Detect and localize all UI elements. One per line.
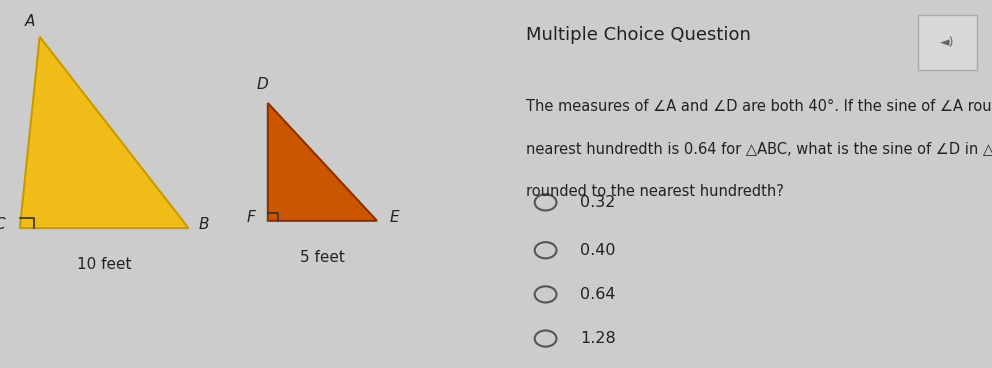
Text: rounded to the nearest hundredth?: rounded to the nearest hundredth? [526, 184, 784, 199]
Text: 10 feet: 10 feet [77, 258, 131, 272]
Text: D: D [257, 77, 269, 92]
Text: C: C [0, 217, 5, 232]
Text: B: B [198, 217, 209, 232]
Text: 0.40: 0.40 [580, 243, 616, 258]
Text: A: A [25, 14, 35, 29]
Text: 0.64: 0.64 [580, 287, 616, 302]
Text: F: F [247, 210, 256, 224]
Text: E: E [389, 210, 399, 224]
Text: 0.32: 0.32 [580, 195, 616, 210]
Text: 1.28: 1.28 [580, 331, 616, 346]
FancyBboxPatch shape [918, 15, 977, 70]
Polygon shape [20, 37, 188, 228]
Text: 5 feet: 5 feet [300, 250, 345, 265]
Polygon shape [268, 103, 377, 221]
Text: Multiple Choice Question: Multiple Choice Question [526, 26, 751, 44]
Text: ◄): ◄) [940, 36, 954, 49]
Text: The measures of ∠A and ∠D are both 40°. If the sine of ∠A rounded to the: The measures of ∠A and ∠D are both 40°. … [526, 99, 992, 114]
Text: nearest hundredth is 0.64 for △ABC, what is the sine of ∠D in △DEF: nearest hundredth is 0.64 for △ABC, what… [526, 142, 992, 157]
